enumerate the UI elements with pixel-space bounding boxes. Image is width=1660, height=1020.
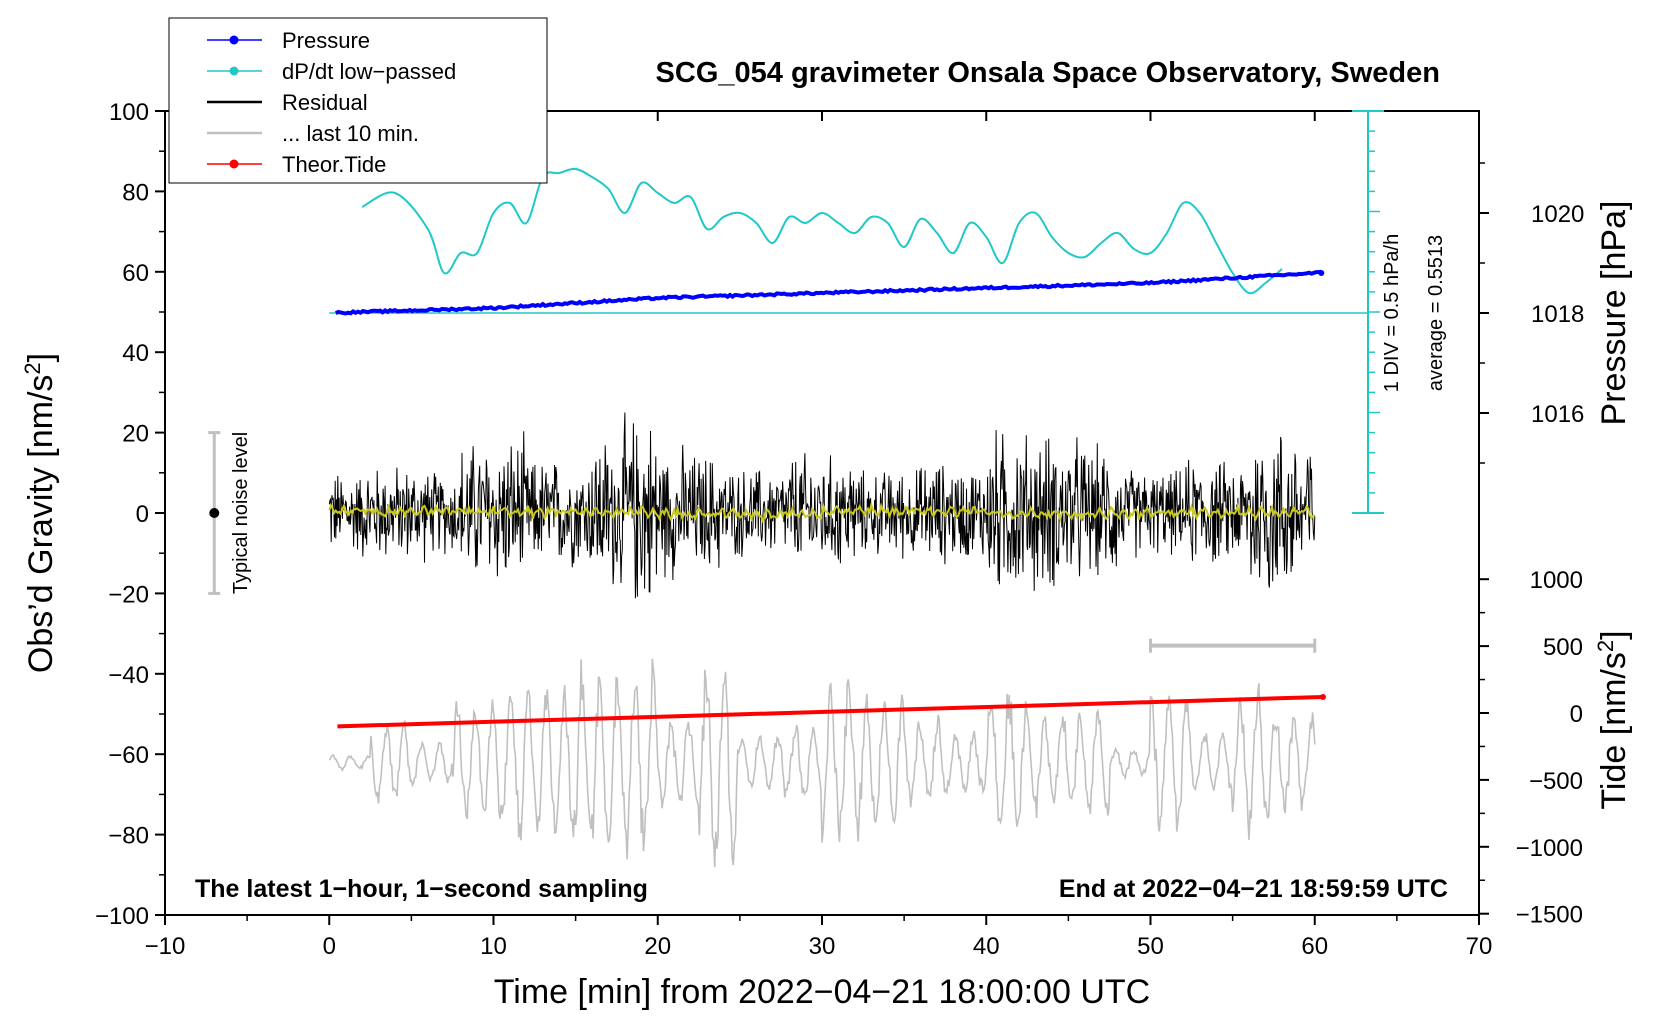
legend-label: Pressure bbox=[282, 28, 370, 53]
y-tick-label: 60 bbox=[122, 260, 149, 287]
sampling-note: The latest 1−hour, 1−second sampling bbox=[195, 875, 648, 903]
x-tick-label: −10 bbox=[145, 933, 186, 960]
y-tick-label: 20 bbox=[122, 421, 149, 448]
chart-title: SCG_054 gravimeter Onsala Space Observat… bbox=[656, 57, 1440, 89]
legend-label: Residual bbox=[282, 90, 368, 115]
y-tick-label: 100 bbox=[109, 99, 149, 126]
x-tick-label: 60 bbox=[1301, 933, 1328, 960]
y-tick-label: 0 bbox=[136, 501, 149, 528]
tide-tick-label: −500 bbox=[1529, 768, 1583, 795]
tide-tick-label: 0 bbox=[1570, 701, 1583, 728]
x-tick-label: 30 bbox=[809, 933, 836, 960]
tide-axis-title: Tide [nm/s2] bbox=[1593, 630, 1633, 809]
noise-bar-center bbox=[209, 508, 220, 518]
scale-label: 1 DIV = 0.5 hPa/h bbox=[1381, 234, 1403, 392]
noise-level-bar bbox=[208, 431, 221, 595]
legend-label: ... last 10 min. bbox=[282, 121, 419, 146]
y-tick-label: −80 bbox=[108, 823, 149, 850]
pressure-tick-label: 1016 bbox=[1531, 401, 1584, 428]
end-time-note: End at 2022−04−21 18:59:59 UTC bbox=[1059, 875, 1448, 903]
x-tick-label: 20 bbox=[644, 933, 671, 960]
dpdt-line bbox=[361, 167, 1283, 295]
x-axis-title: Time [min] from 2022−04−21 18:00:00 UTC bbox=[494, 973, 1150, 1011]
legend-marker bbox=[229, 66, 239, 76]
legend: Pressure dP/dt low−passed Residual ... last… bbox=[168, 17, 548, 184]
y-tick-label: −40 bbox=[108, 662, 149, 689]
pressure-end-point bbox=[1318, 270, 1325, 276]
residual-line bbox=[328, 412, 1316, 599]
pressure-axis-ticks: 1016 1018 1020 bbox=[1479, 162, 1584, 464]
dpdt-scale-bar bbox=[1352, 110, 1384, 514]
y-tick-label: 80 bbox=[122, 179, 149, 206]
tide-axis-ticks: −1500 −1000 −500 0 500 1000 bbox=[1479, 567, 1583, 929]
legend-box bbox=[168, 17, 548, 184]
pressure-tick-label: 1020 bbox=[1531, 201, 1584, 228]
tide-tick-label: 500 bbox=[1543, 634, 1583, 661]
noise-level-label: Typical noise level bbox=[230, 432, 252, 594]
left-axis-title: Obs’d Gravity [nm/s2] bbox=[20, 353, 60, 673]
tide-end-point bbox=[1319, 693, 1326, 700]
legend-label: dP/dt low−passed bbox=[282, 59, 456, 84]
x-tick-label: 70 bbox=[1466, 933, 1493, 960]
y-tick-label: −100 bbox=[95, 903, 149, 930]
y-tick-label: 40 bbox=[122, 340, 149, 367]
x-tick-label: 10 bbox=[480, 933, 507, 960]
x-tick-label: 50 bbox=[1137, 933, 1164, 960]
y-tick-label: −60 bbox=[108, 742, 149, 769]
x-tick-label: 40 bbox=[973, 933, 1000, 960]
last-window-bar bbox=[1149, 638, 1317, 653]
y-tick-label: −20 bbox=[108, 581, 149, 608]
pressure-line bbox=[334, 269, 1322, 316]
last-10-min-line bbox=[328, 658, 1316, 868]
tide-tick-label: 1000 bbox=[1530, 567, 1583, 594]
pressure-axis-title: Pressure [hPa] bbox=[1595, 201, 1633, 426]
tide-tick-label: −1500 bbox=[1516, 902, 1583, 929]
left-axis-ticks: −100 −80 −60 −40 −20 0 20 40 60 80 100 bbox=[95, 99, 165, 930]
legend-label: Theor.Tide bbox=[282, 152, 386, 177]
series-layer bbox=[328, 167, 1368, 868]
pressure-tick-label: 1018 bbox=[1531, 301, 1584, 328]
tide-line bbox=[337, 694, 1324, 729]
residual-smoothed-line bbox=[328, 500, 1316, 524]
legend-marker bbox=[229, 159, 239, 169]
x-axis-ticks: −10 0 10 20 30 40 50 60 70 bbox=[145, 111, 1493, 960]
legend-marker bbox=[229, 35, 239, 45]
tide-tick-label: −1000 bbox=[1516, 835, 1583, 862]
average-label: average = 0.5513 bbox=[1425, 235, 1447, 391]
x-tick-label: 0 bbox=[323, 933, 336, 960]
